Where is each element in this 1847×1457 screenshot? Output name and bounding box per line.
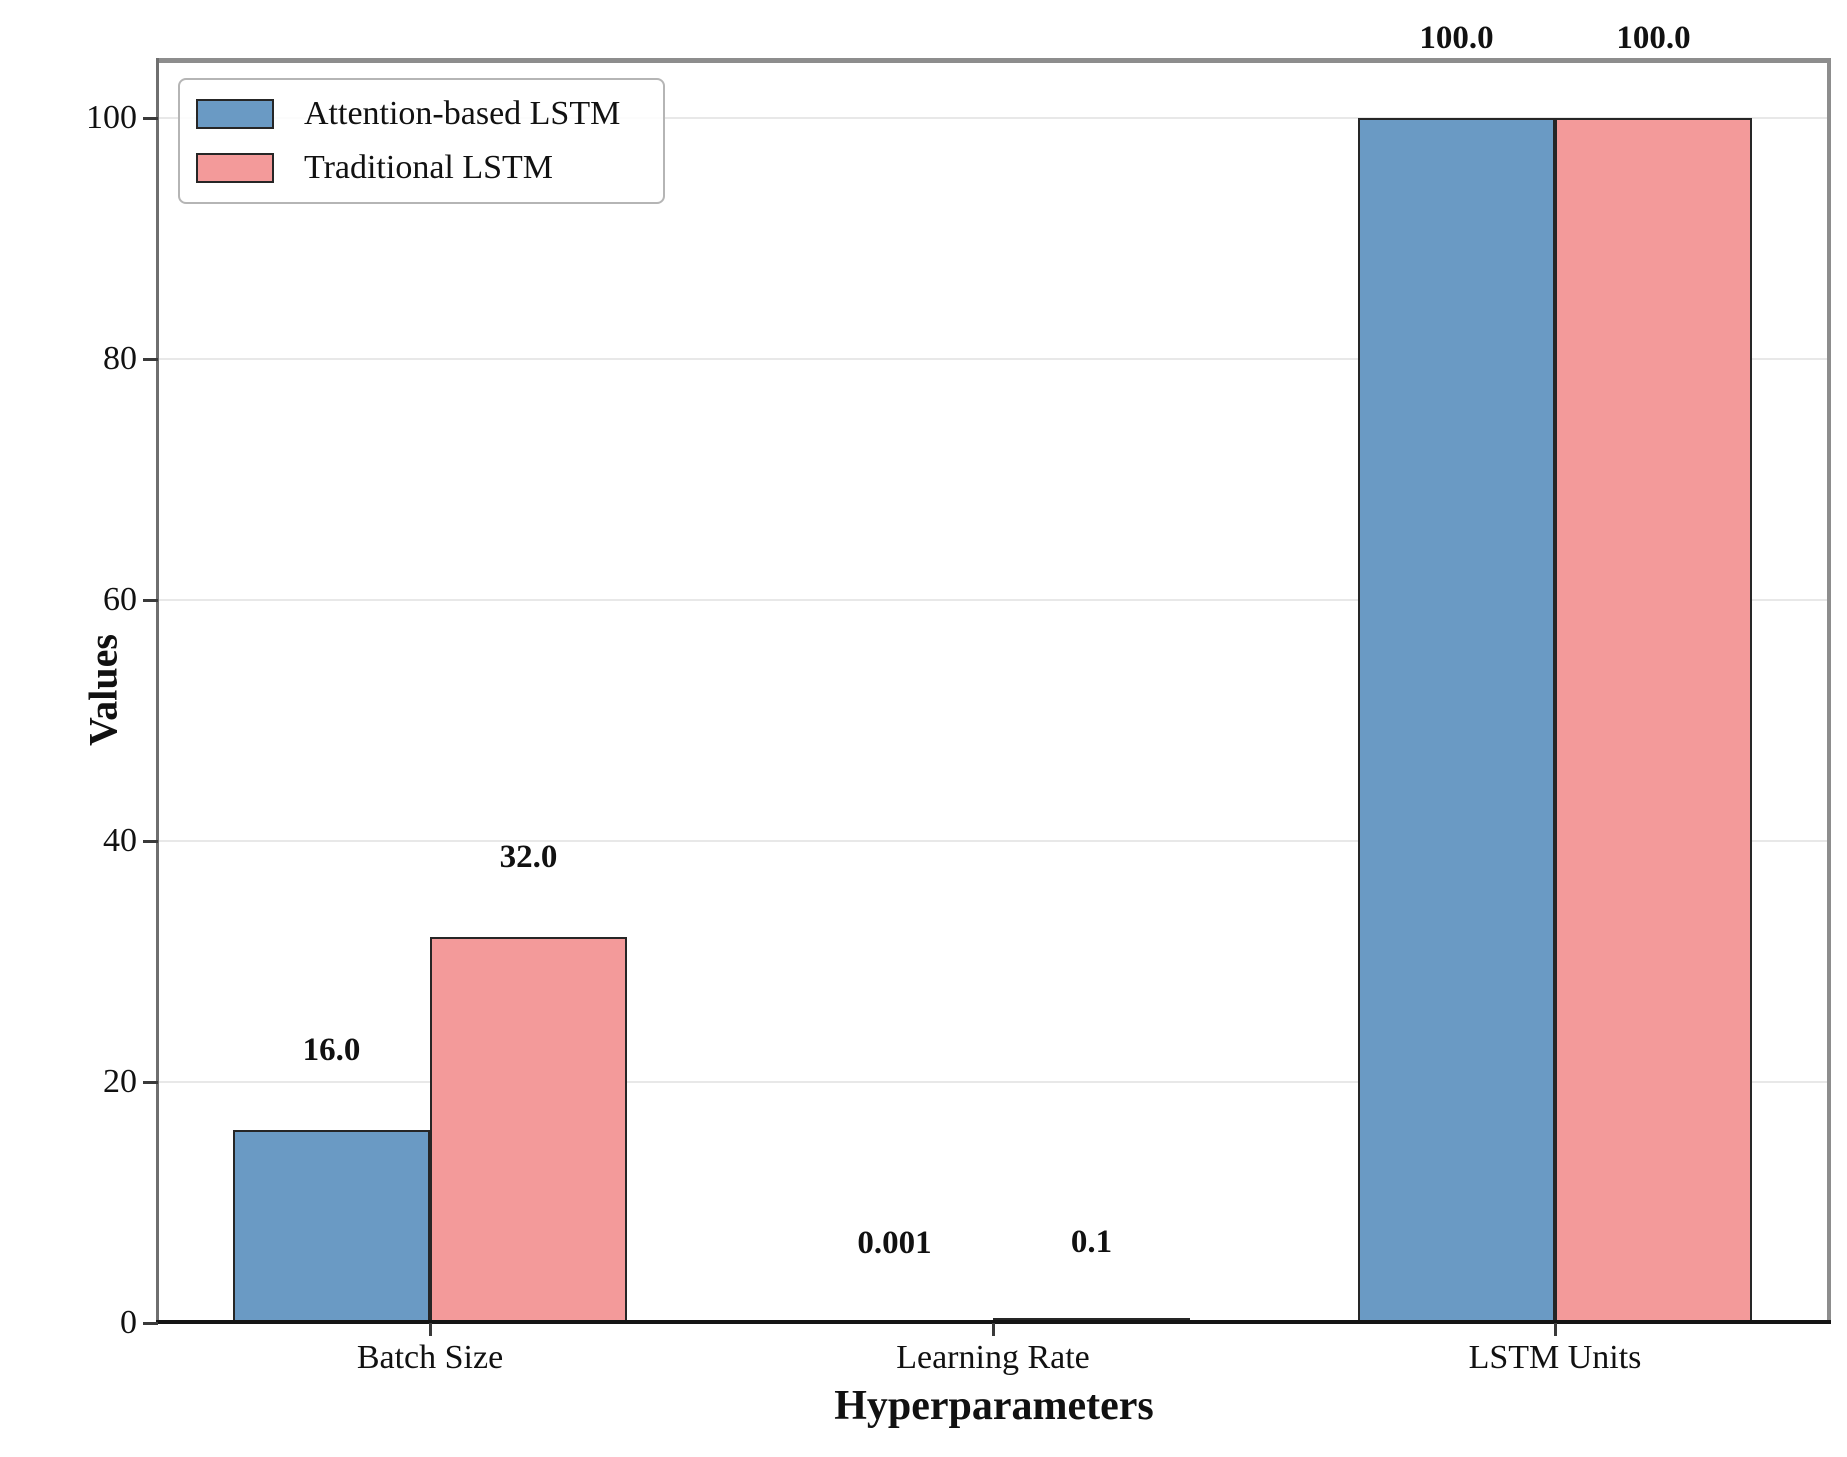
gridline-y-100 — [159, 117, 1827, 119]
legend-entry-traditional-lstm: Traditional LSTM — [196, 148, 647, 188]
y-tick-label-20: 20 — [103, 1063, 137, 1100]
y-tick-mark-100 — [143, 116, 158, 120]
legend-swatch-attention-based-lstm — [196, 99, 274, 129]
x-tick-label-batch-size: Batch Size — [356, 1339, 504, 1376]
y-tick-mark-20 — [143, 1080, 158, 1084]
x-axis-spine — [156, 1320, 1831, 1324]
legend-swatch-traditional-lstm — [196, 153, 274, 183]
x-tick-label-learning-rate: Learning Rate — [896, 1339, 1090, 1376]
y-tick-mark-60 — [143, 598, 158, 602]
legend-entry-attention-based-lstm: Attention-based LSTM — [196, 94, 647, 134]
y-axis-title: Values — [80, 634, 126, 746]
x-tick-mark-lstm-units — [1553, 1323, 1557, 1336]
y-tick-label-80: 80 — [103, 340, 137, 377]
y-tick-label-0: 0 — [120, 1304, 137, 1341]
gridline-y-60 — [159, 599, 1827, 601]
gridline-y-80 — [159, 358, 1827, 360]
x-tick-label-lstm-units: LSTM Units — [1468, 1339, 1642, 1376]
bar-traditional-lstm-lstm-units — [1555, 118, 1752, 1323]
bar-attention-based-lstm-batch-size — [233, 1130, 430, 1323]
legend-label: Attention-based LSTM — [304, 95, 621, 132]
legend-label: Traditional LSTM — [304, 149, 554, 186]
y-tick-label-100: 100 — [86, 99, 137, 136]
plot-border-right — [1827, 58, 1831, 1324]
gridline-y-20 — [159, 1081, 1827, 1083]
bar-value-label-traditional-lstm-learning-rate: 0.1 — [1070, 1223, 1113, 1260]
y-tick-mark-40 — [143, 839, 158, 843]
x-tick-mark-batch-size — [428, 1323, 432, 1336]
plot-border-top — [156, 58, 1831, 63]
bar-value-label-traditional-lstm-batch-size: 32.0 — [499, 839, 558, 876]
bar-value-label-attention-based-lstm-lstm-units: 100.0 — [1419, 20, 1494, 56]
y-tick-mark-80 — [143, 357, 158, 361]
bar-traditional-lstm-batch-size — [430, 937, 627, 1323]
gridline-y-40 — [159, 840, 1827, 842]
legend: Attention-based LSTM Traditional LSTM — [178, 78, 665, 204]
x-axis-title: Hyperparameters — [834, 1383, 1154, 1429]
bar-value-label-traditional-lstm-lstm-units: 100.0 — [1616, 20, 1691, 56]
y-tick-label-60: 60 — [103, 581, 137, 618]
x-tick-mark-learning-rate — [991, 1323, 995, 1336]
y-axis-spine — [156, 58, 159, 1324]
bar-attention-based-lstm-lstm-units — [1358, 118, 1555, 1323]
y-tick-label-40: 40 — [103, 822, 137, 859]
y-tick-mark-0 — [143, 1321, 158, 1325]
bar-value-label-attention-based-lstm-batch-size: 16.0 — [302, 1032, 361, 1069]
bar-value-label-attention-based-lstm-learning-rate: 0.001 — [857, 1224, 932, 1261]
